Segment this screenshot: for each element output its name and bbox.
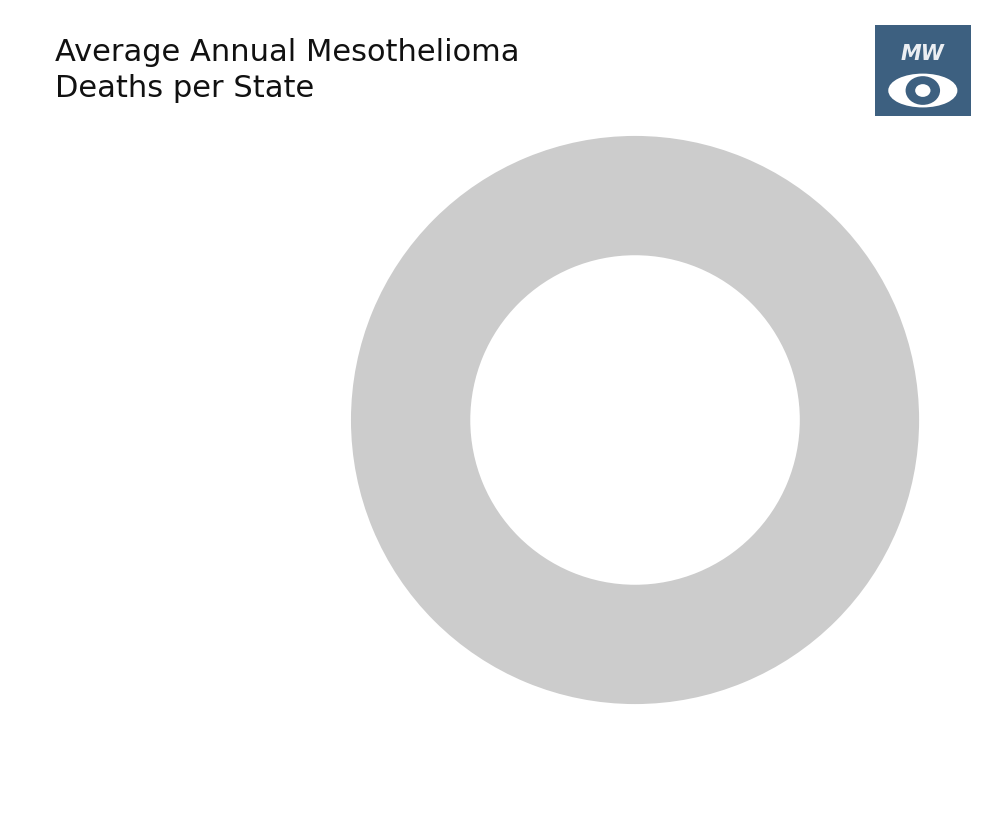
Ellipse shape	[889, 75, 957, 107]
Text: MW: MW	[901, 45, 944, 64]
Circle shape	[905, 76, 940, 105]
Text: Average Annual Mesothelioma
Deaths per State: Average Annual Mesothelioma Deaths per S…	[55, 38, 520, 102]
FancyBboxPatch shape	[875, 25, 971, 116]
Wedge shape	[351, 136, 919, 704]
Circle shape	[915, 84, 930, 97]
